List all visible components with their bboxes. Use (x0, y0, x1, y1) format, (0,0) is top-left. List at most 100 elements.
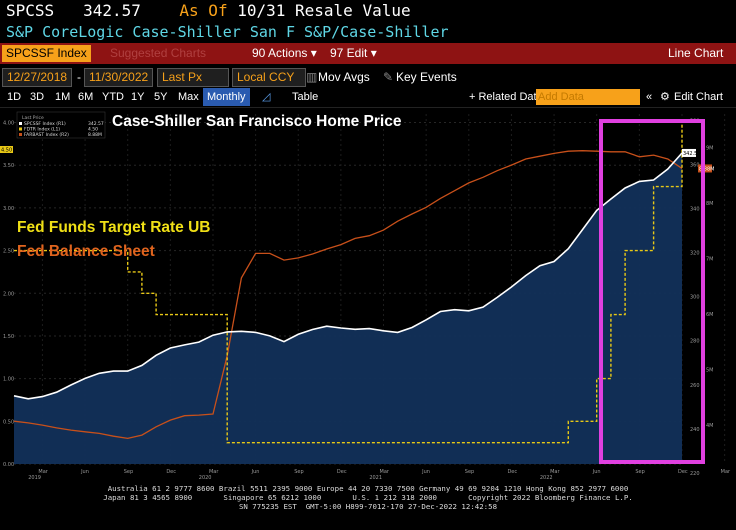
balance-sheet-annotation: Fed Balance Sheet (17, 243, 155, 260)
period-toolbar: 1D 3D 1M 6M YTD 1Y 5Y Max Monthly ◿ Tabl… (0, 88, 736, 108)
right-axis-balance-tick: 4M (706, 423, 714, 429)
right-axis-balance-tick: 7M (706, 256, 714, 262)
right-axis-balance-tick: 5M (706, 368, 714, 374)
mov-avgs-button[interactable]: Mov Avgs (318, 70, 370, 84)
footer-line-1: Australia 61 2 9777 8600 Brazil 5511 239… (107, 484, 629, 493)
security-header: SPCSS 342.57 As Of 10/31 Resale Value (0, 0, 736, 22)
security-input[interactable]: SPCSSF Index (2, 45, 91, 62)
legend-series-name: SPCSSF Index (R1) (24, 121, 66, 127)
x-tick-label: Jun (421, 469, 430, 475)
fed-funds-last-tag (0, 146, 13, 153)
gear-icon[interactable]: ⚙ (660, 91, 670, 103)
pencil-icon: ✎ (383, 70, 394, 84)
x-tick-label: Sep (465, 469, 474, 475)
home-price-last-value: 342.57 (683, 151, 701, 157)
start-date-input[interactable]: 12/27/2018 (2, 68, 73, 87)
collapse-icon[interactable]: « (646, 91, 653, 103)
period-ytd[interactable]: YTD (102, 91, 124, 103)
key-events-button[interactable]: Key Events (396, 70, 457, 84)
fed-funds-last-value: 4.50 (1, 148, 12, 154)
period-1d[interactable]: 1D (7, 91, 22, 103)
right-axis-price-tick: 360 (690, 163, 700, 169)
legend-series-value: 4.50 (88, 127, 98, 133)
period-5y[interactable]: 5Y (154, 91, 168, 103)
right-axis-price-tick: 220 (690, 471, 700, 477)
legend-swatch (19, 122, 22, 125)
highlight-box (599, 119, 705, 464)
period-6m[interactable]: 6M (78, 91, 94, 103)
home-price-line (13, 152, 683, 400)
right-axis-balance-tick: 6M (706, 312, 714, 318)
chart-area: 0.00 0.50 1.00 1.50 2.00 2.50 3.00 3.50 4.00 220 2… (0, 108, 736, 481)
right-axis-balance-tick: 8M (706, 201, 714, 207)
legend-series-value: 8.88M (88, 132, 102, 138)
x-tick-label: Mar (550, 469, 560, 475)
x-tick-label: Mar (380, 469, 390, 475)
fed-funds-line (14, 122, 683, 444)
last-price: 342.57 (83, 1, 141, 20)
right-axis-balance-tick: 9M (706, 145, 714, 151)
table-button[interactable]: Table (292, 91, 319, 103)
x-tick-label: Mar (38, 469, 48, 475)
field-select[interactable]: Last Px (157, 68, 229, 87)
right-axis-price-tick: 320 (690, 251, 700, 257)
x-tick-label: Jun (80, 469, 89, 475)
x-tick-label: Sep (124, 469, 133, 475)
x-year-label: 2021 (369, 475, 382, 480)
as-of-label: As Of (179, 1, 228, 20)
edit-chart-button[interactable]: Edit Chart (674, 91, 723, 103)
fed-funds-annotation: Fed Funds Target Rate UB (17, 219, 210, 236)
left-axis-tick-label: 1.00 (3, 377, 14, 383)
legend-swatch (19, 133, 22, 136)
actions-menu[interactable]: 90 Actions ▾ (252, 46, 317, 60)
line-chart-icon[interactable]: ◿ (262, 91, 271, 103)
x-tick-label: Dec (507, 469, 517, 475)
left-axis-tick-label: 3.50 (3, 163, 14, 169)
x-tick-label: Dec (166, 469, 176, 475)
left-axis-tick-label: 0.50 (3, 419, 14, 425)
related-data-button[interactable]: + Related Dat (469, 91, 537, 103)
date-separator: - (77, 70, 81, 84)
balance-last-value: 8.88M (699, 166, 714, 172)
right-axis-price-tick: 340 (690, 207, 700, 213)
legend-series-name: FARBAST Index (R2) (24, 132, 69, 138)
chart-type-label[interactable]: Line Chart (668, 46, 724, 60)
ticker: SPCSS (6, 1, 55, 20)
date-toolbar: 12/27/2018 - 11/30/2022 Last Px Local CC… (0, 66, 736, 88)
legend-swatch (19, 127, 22, 131)
footer-line-2: Japan 81 3 4565 8900 Singapore 65 6212 1… (103, 493, 633, 502)
left-axis-tick-label: 0.00 (3, 462, 14, 468)
left-axis-tick-label: 3.00 (3, 206, 14, 212)
x-tick-label: Sep (635, 469, 644, 475)
end-date-input[interactable]: 11/30/2022 (84, 68, 154, 87)
right-axis-price-tick: 260 (690, 383, 700, 389)
legend-series-value: 342.57 (88, 121, 104, 127)
period-3d[interactable]: 3D (30, 91, 45, 103)
x-tick-label: Dec (678, 469, 688, 475)
as-of-value: 10/31 Resale Value (237, 1, 411, 20)
edit-menu[interactable]: 97 Edit ▾ (330, 46, 377, 60)
balance-sheet-line (13, 150, 683, 440)
currency-select[interactable]: Local CCY (232, 68, 306, 87)
x-tick-label: Mar (209, 469, 219, 475)
x-tick-label: Jun (251, 469, 260, 475)
chart-icon: ▥ (306, 70, 318, 84)
footer: Australia 61 2 9777 8600 Brazil 5511 239… (0, 484, 736, 530)
left-axis-tick-label: 1.50 (3, 334, 14, 340)
footer-line-3: SN 775235 EST GMT-5:00 H899-7012-170 27-… (238, 502, 498, 511)
x-tick-label: Jun (592, 469, 601, 475)
security-description: S&P CoreLogic Case-Shiller San F S&P/Cas… (6, 23, 449, 41)
add-data-input[interactable]: Add Data (536, 89, 640, 105)
legend-series-name: FDTR Index (L1) (24, 127, 60, 133)
right-axis-price-tick: 240 (690, 427, 700, 433)
period-max[interactable]: Max (178, 91, 199, 103)
home-price-area (14, 153, 682, 464)
x-year-label: 2019 (28, 475, 41, 480)
left-axis-tick-label: 4.00 (3, 121, 14, 127)
suggested-charts[interactable]: Suggested Charts (110, 46, 207, 60)
frequency-select[interactable]: Monthly (203, 88, 250, 106)
period-1y[interactable]: 1Y (131, 91, 145, 103)
right-axis-price-tick: 280 (690, 339, 700, 345)
period-1m[interactable]: 1M (55, 91, 71, 103)
home-price-last-tag (682, 148, 696, 157)
